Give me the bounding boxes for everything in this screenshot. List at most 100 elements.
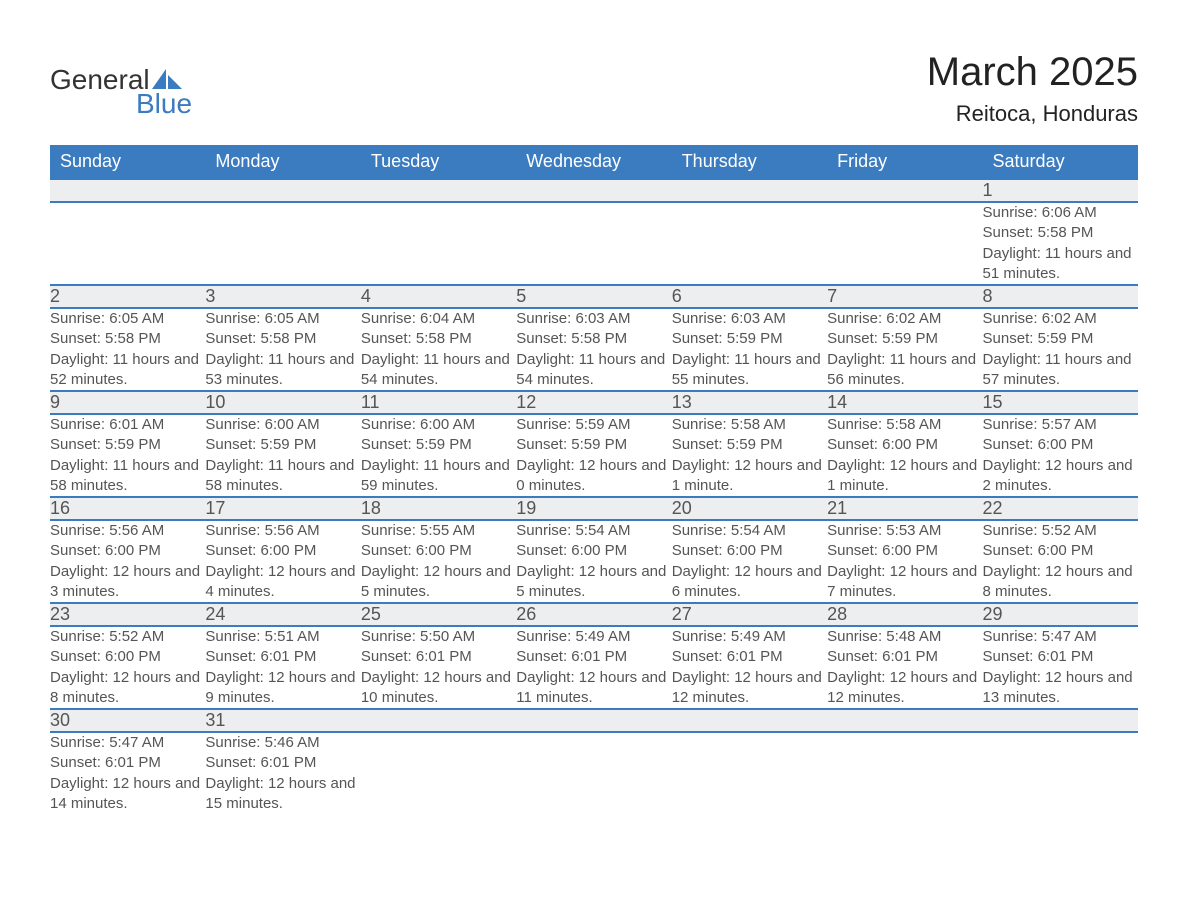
location: Reitoca, Honduras	[927, 101, 1138, 127]
day-number-cell: 19	[516, 497, 671, 520]
day-info-cell: Sunrise: 6:05 AMSunset: 5:58 PMDaylight:…	[205, 308, 360, 391]
day-number-cell: 10	[205, 391, 360, 414]
week-daynum-row: 2345678	[50, 285, 1138, 308]
day-number-cell: 17	[205, 497, 360, 520]
day-info-cell: Sunrise: 5:50 AMSunset: 6:01 PMDaylight:…	[361, 626, 516, 709]
day-number-cell: 3	[205, 285, 360, 308]
day-info-cell: Sunrise: 6:03 AMSunset: 5:58 PMDaylight:…	[516, 308, 671, 391]
day-info-cell: Sunrise: 6:05 AMSunset: 5:58 PMDaylight:…	[50, 308, 205, 391]
empty-cell	[672, 202, 827, 285]
empty-cell	[516, 202, 671, 285]
empty-cell	[361, 202, 516, 285]
empty-cell	[205, 202, 360, 285]
day-number-cell: 4	[361, 285, 516, 308]
day-number-cell: 13	[672, 391, 827, 414]
logo: General Blue	[50, 64, 192, 120]
empty-cell	[827, 709, 982, 732]
empty-cell	[50, 179, 205, 202]
week-info-row: Sunrise: 5:47 AMSunset: 6:01 PMDaylight:…	[50, 732, 1138, 814]
day-header: Saturday	[983, 145, 1138, 179]
empty-cell	[361, 179, 516, 202]
day-number-cell: 31	[205, 709, 360, 732]
day-info-cell: Sunrise: 5:54 AMSunset: 6:00 PMDaylight:…	[672, 520, 827, 603]
day-info-cell: Sunrise: 5:58 AMSunset: 6:00 PMDaylight:…	[827, 414, 982, 497]
day-header-row: SundayMondayTuesdayWednesdayThursdayFrid…	[50, 145, 1138, 179]
day-info-cell: Sunrise: 6:04 AMSunset: 5:58 PMDaylight:…	[361, 308, 516, 391]
week-info-row: Sunrise: 5:56 AMSunset: 6:00 PMDaylight:…	[50, 520, 1138, 603]
day-info-cell: Sunrise: 5:49 AMSunset: 6:01 PMDaylight:…	[672, 626, 827, 709]
empty-cell	[827, 179, 982, 202]
empty-cell	[361, 709, 516, 732]
day-info-cell: Sunrise: 5:58 AMSunset: 5:59 PMDaylight:…	[672, 414, 827, 497]
week-info-row: Sunrise: 6:01 AMSunset: 5:59 PMDaylight:…	[50, 414, 1138, 497]
day-number-cell: 5	[516, 285, 671, 308]
day-info-cell: Sunrise: 5:47 AMSunset: 6:01 PMDaylight:…	[983, 626, 1138, 709]
empty-cell	[205, 179, 360, 202]
calendar-table: SundayMondayTuesdayWednesdayThursdayFrid…	[50, 145, 1138, 814]
day-number-cell: 28	[827, 603, 982, 626]
day-header: Thursday	[672, 145, 827, 179]
day-info-cell: Sunrise: 5:52 AMSunset: 6:00 PMDaylight:…	[50, 626, 205, 709]
day-number-cell: 7	[827, 285, 982, 308]
day-info-cell: Sunrise: 5:51 AMSunset: 6:01 PMDaylight:…	[205, 626, 360, 709]
empty-cell	[50, 202, 205, 285]
week-info-row: Sunrise: 6:06 AMSunset: 5:58 PMDaylight:…	[50, 202, 1138, 285]
day-number-cell: 6	[672, 285, 827, 308]
week-daynum-row: 9101112131415	[50, 391, 1138, 414]
day-number-cell: 20	[672, 497, 827, 520]
day-number-cell: 11	[361, 391, 516, 414]
empty-cell	[672, 732, 827, 814]
week-daynum-row: 23242526272829	[50, 603, 1138, 626]
day-number-cell: 9	[50, 391, 205, 414]
empty-cell	[672, 709, 827, 732]
day-number-cell: 26	[516, 603, 671, 626]
day-info-cell: Sunrise: 5:56 AMSunset: 6:00 PMDaylight:…	[205, 520, 360, 603]
day-info-cell: Sunrise: 6:01 AMSunset: 5:59 PMDaylight:…	[50, 414, 205, 497]
day-number-cell: 14	[827, 391, 982, 414]
empty-cell	[516, 179, 671, 202]
day-info-cell: Sunrise: 5:47 AMSunset: 6:01 PMDaylight:…	[50, 732, 205, 814]
empty-cell	[672, 179, 827, 202]
week-info-row: Sunrise: 6:05 AMSunset: 5:58 PMDaylight:…	[50, 308, 1138, 391]
day-header: Sunday	[50, 145, 205, 179]
day-number-cell: 30	[50, 709, 205, 732]
day-info-cell: Sunrise: 6:00 AMSunset: 5:59 PMDaylight:…	[361, 414, 516, 497]
day-info-cell: Sunrise: 5:56 AMSunset: 6:00 PMDaylight:…	[50, 520, 205, 603]
day-info-cell: Sunrise: 5:57 AMSunset: 6:00 PMDaylight:…	[983, 414, 1138, 497]
day-info-cell: Sunrise: 6:02 AMSunset: 5:59 PMDaylight:…	[983, 308, 1138, 391]
day-header: Monday	[205, 145, 360, 179]
week-info-row: Sunrise: 5:52 AMSunset: 6:00 PMDaylight:…	[50, 626, 1138, 709]
empty-cell	[516, 732, 671, 814]
week-daynum-row: 16171819202122	[50, 497, 1138, 520]
day-info-cell: Sunrise: 5:52 AMSunset: 6:00 PMDaylight:…	[983, 520, 1138, 603]
day-info-cell: Sunrise: 6:06 AMSunset: 5:58 PMDaylight:…	[983, 202, 1138, 285]
month-title: March 2025	[927, 50, 1138, 95]
empty-cell	[361, 732, 516, 814]
empty-cell	[827, 732, 982, 814]
empty-cell	[983, 709, 1138, 732]
day-number-cell: 1	[983, 179, 1138, 202]
day-info-cell: Sunrise: 6:00 AMSunset: 5:59 PMDaylight:…	[205, 414, 360, 497]
day-info-cell: Sunrise: 5:59 AMSunset: 5:59 PMDaylight:…	[516, 414, 671, 497]
day-info-cell: Sunrise: 5:49 AMSunset: 6:01 PMDaylight:…	[516, 626, 671, 709]
day-number-cell: 27	[672, 603, 827, 626]
day-info-cell: Sunrise: 5:53 AMSunset: 6:00 PMDaylight:…	[827, 520, 982, 603]
day-info-cell: Sunrise: 6:02 AMSunset: 5:59 PMDaylight:…	[827, 308, 982, 391]
day-header: Friday	[827, 145, 982, 179]
day-info-cell: Sunrise: 5:54 AMSunset: 6:00 PMDaylight:…	[516, 520, 671, 603]
day-info-cell: Sunrise: 5:46 AMSunset: 6:01 PMDaylight:…	[205, 732, 360, 814]
day-number-cell: 24	[205, 603, 360, 626]
header: General Blue March 2025 Reitoca, Hondura…	[50, 50, 1138, 127]
empty-cell	[983, 732, 1138, 814]
day-number-cell: 12	[516, 391, 671, 414]
day-header: Wednesday	[516, 145, 671, 179]
day-number-cell: 8	[983, 285, 1138, 308]
day-info-cell: Sunrise: 5:48 AMSunset: 6:01 PMDaylight:…	[827, 626, 982, 709]
day-number-cell: 22	[983, 497, 1138, 520]
logo-text-1: General	[50, 64, 150, 96]
day-number-cell: 2	[50, 285, 205, 308]
day-info-cell: Sunrise: 5:55 AMSunset: 6:00 PMDaylight:…	[361, 520, 516, 603]
day-number-cell: 18	[361, 497, 516, 520]
week-daynum-row: 1	[50, 179, 1138, 202]
day-header: Tuesday	[361, 145, 516, 179]
